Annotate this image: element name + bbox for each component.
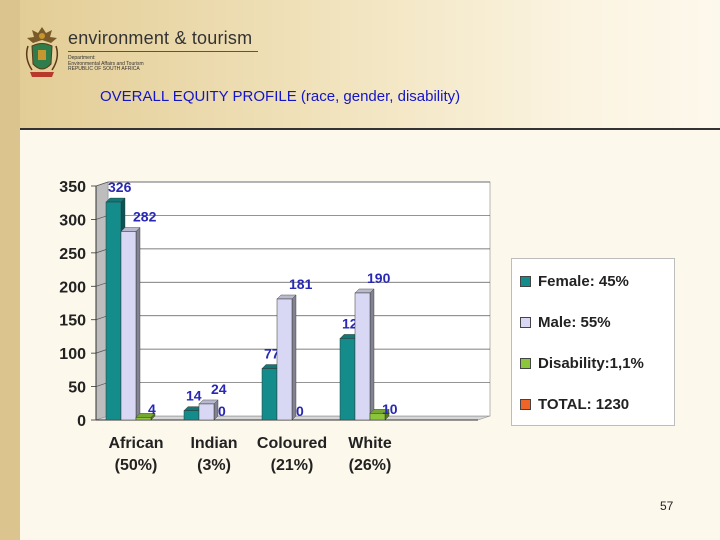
brand-name: environment & tourism: [68, 28, 253, 48]
category-label-0-1: (50%): [115, 457, 158, 474]
bar-side-male-0: [135, 226, 141, 421]
bar-female-1: [183, 410, 200, 421]
dept-line-3: REPUBLIC OF SOUTH AFRICA: [68, 66, 140, 73]
bar-male-3: [354, 292, 371, 421]
bar-male-2: [276, 298, 293, 421]
header-band: [20, 0, 720, 128]
y-tick-label-0: 0: [77, 413, 86, 430]
bar-disability-3: [369, 413, 386, 421]
legend-item-male: Male: 55%: [520, 313, 611, 331]
legend-swatch-female: [520, 275, 531, 287]
slide-title: OVERALL EQUITY PROFILE (race, gender, di…: [100, 88, 461, 105]
y-tick-label-150: 150: [59, 313, 86, 330]
legend-item-female: Female: 45%: [520, 272, 629, 290]
category-label-2-1: (21%): [271, 457, 314, 474]
value-label-male-2: 181: [289, 276, 313, 292]
y-tick-label-200: 200: [59, 279, 86, 296]
category-label-1-0: Indian: [190, 435, 237, 452]
page-number: 57: [660, 499, 674, 513]
y-tick-label-250: 250: [59, 246, 86, 263]
value-label-male-3: 190: [367, 270, 391, 286]
coat-of-arms-logo: [25, 27, 59, 77]
legend-item-disability: Disability:1,1%: [520, 354, 644, 372]
value-label-female-0: 326: [108, 179, 132, 195]
value-label-female-1: 14: [186, 388, 202, 404]
legend-label-female: Female: 45%: [538, 272, 629, 290]
bar-female-0: [105, 201, 122, 421]
legend-label-disability: Disability:1,1%: [538, 354, 644, 372]
category-label-1-1: (3%): [197, 457, 231, 474]
category-label-2-0: Coloured: [257, 435, 327, 452]
bar-disability-0: [135, 417, 152, 421]
value-label-disability-3: 10: [382, 401, 398, 417]
legend-swatch-total: [520, 398, 531, 410]
y-tick-label-100: 100: [59, 346, 86, 363]
legend-swatch-disability: [520, 357, 531, 369]
value-label-female-2: 77: [264, 346, 280, 362]
gridline-side-350: [95, 181, 109, 187]
value-label-disability-2: 0: [296, 403, 304, 419]
category-label-3-0: White: [348, 435, 392, 452]
legend-swatch-male: [520, 316, 531, 328]
bar-female-2: [261, 368, 278, 421]
header-rule: [20, 128, 720, 130]
left-band: [0, 0, 20, 540]
dept-line-2: Environmental Affairs and Tourism: [68, 60, 144, 67]
legend-item-total: TOTAL: 1230: [520, 395, 629, 413]
category-label-0-0: African: [108, 435, 163, 452]
bar-side-male-2: [291, 294, 297, 421]
bar-side-male-3: [369, 288, 375, 421]
y-tick-label-50: 50: [68, 380, 86, 397]
bar-male-0: [120, 231, 137, 421]
dept-line-1: Department:: [68, 55, 96, 61]
legend-label-total: TOTAL: 1230: [538, 395, 630, 413]
brand-rule: [68, 51, 258, 52]
value-label-male-1: 24: [211, 381, 227, 397]
y-tick-label-300: 300: [59, 212, 86, 229]
category-label-3-1: (26%): [349, 457, 392, 474]
chart-back-wall: [107, 181, 491, 417]
value-label-male-0: 282: [133, 208, 157, 224]
legend-label-male: Male: 55%: [538, 313, 611, 331]
bar-female-3: [339, 338, 356, 421]
department-text: Department: Environmental Affairs and To…: [68, 55, 144, 73]
value-label-disability-0: 4: [148, 401, 156, 417]
chart-legend: Female: 45% Male: 55% Disability:1,1% TO…: [511, 258, 675, 426]
bar-male-1: [198, 403, 215, 421]
value-label-disability-1: 0: [218, 403, 226, 419]
y-tick-label-350: 350: [59, 179, 86, 196]
